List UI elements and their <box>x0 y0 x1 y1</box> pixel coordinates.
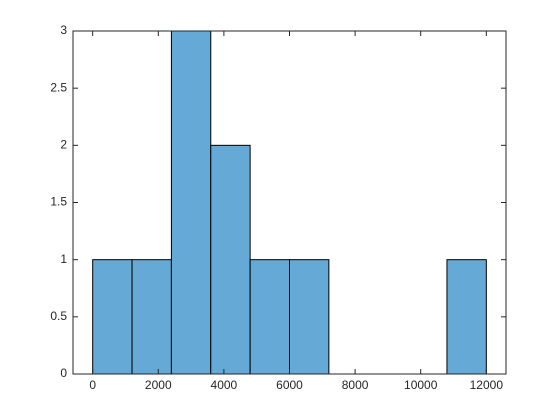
y-tick-label: 1.5 <box>50 195 67 209</box>
bar <box>210 144 251 375</box>
bar <box>131 259 172 375</box>
x-tick-label: 0 <box>89 378 96 392</box>
y-tick-label: 3 <box>60 23 67 37</box>
x-tick-label: 6000 <box>276 378 303 392</box>
bar <box>289 259 330 375</box>
y-tick-label: 0 <box>60 366 67 380</box>
y-tick-label: 0.5 <box>50 309 67 323</box>
x-tick-label: 10000 <box>404 378 438 392</box>
axes-box <box>72 30 507 375</box>
x-tick-label: 12000 <box>470 378 504 392</box>
bar <box>446 259 487 375</box>
x-tick-label: 8000 <box>342 378 369 392</box>
x-tick-label: 4000 <box>211 378 238 392</box>
bar <box>92 259 133 375</box>
y-tick-label: 1 <box>60 252 67 266</box>
bar <box>249 259 291 375</box>
y-tick-label: 2.5 <box>50 80 67 94</box>
y-tick-label: 2 <box>60 138 67 152</box>
x-tick-label: 2000 <box>145 378 172 392</box>
bar <box>170 30 212 375</box>
